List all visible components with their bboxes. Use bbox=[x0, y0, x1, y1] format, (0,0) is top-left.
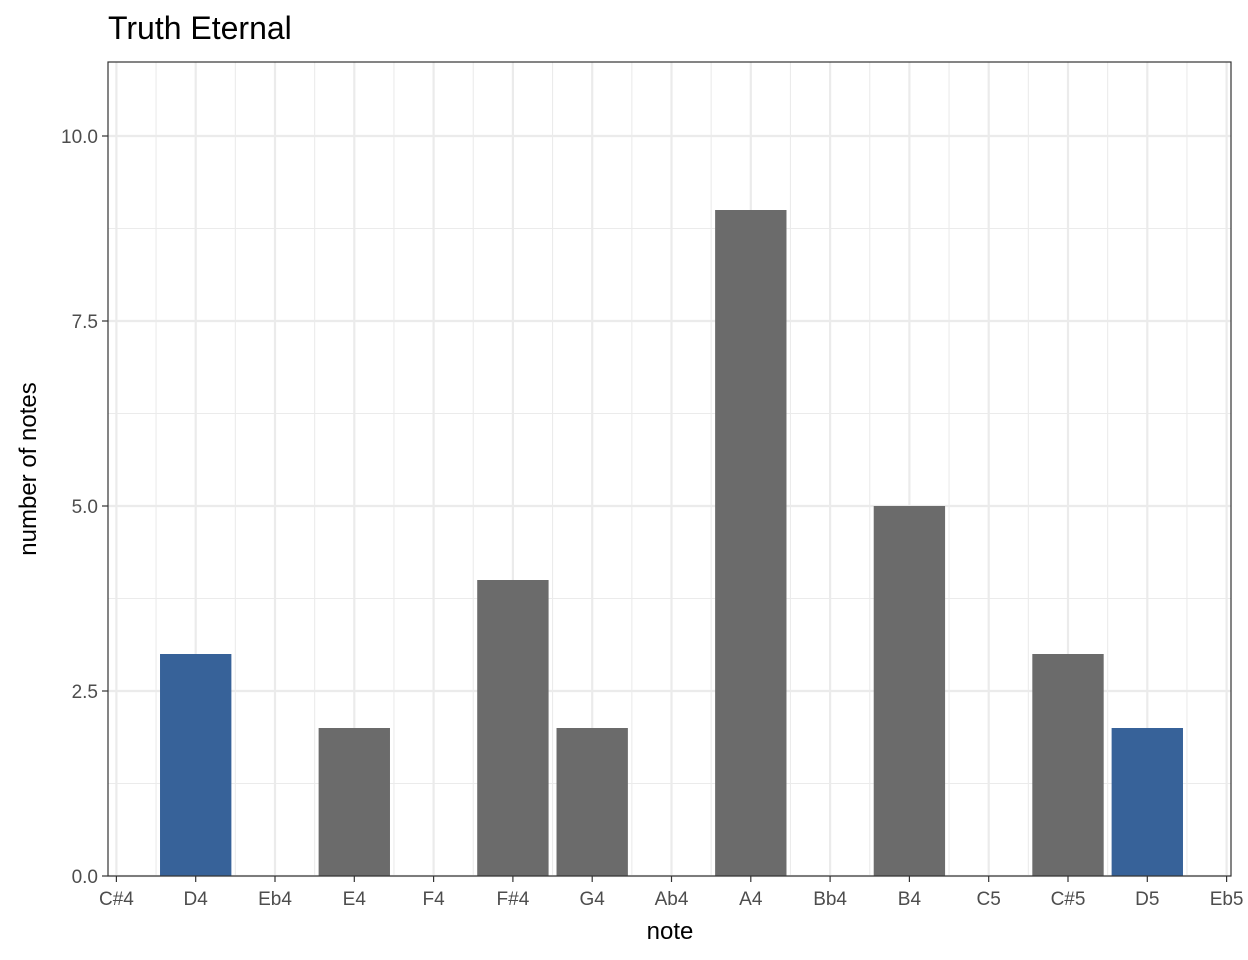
chart-title: Truth Eternal bbox=[108, 10, 292, 46]
x-axis-title: note bbox=[647, 918, 694, 945]
y-axis: 0.0 2.5 5.0 7.5 10.0 bbox=[61, 127, 108, 888]
x-tick-label: F#4 bbox=[497, 889, 530, 910]
x-tick-label: Eb4 bbox=[258, 889, 292, 910]
y-tick-label: 0.0 bbox=[72, 867, 98, 888]
y-axis-title: number of notes bbox=[15, 382, 42, 555]
x-tick-label: A4 bbox=[739, 889, 763, 910]
bar-a4 bbox=[715, 210, 787, 876]
x-tick-label: D5 bbox=[1135, 889, 1159, 910]
bar-g4 bbox=[556, 728, 628, 876]
x-tick-label: G4 bbox=[580, 889, 606, 910]
minor-gridlines bbox=[108, 62, 1231, 876]
x-tick-label: Bb4 bbox=[813, 889, 847, 910]
x-tick-label: D4 bbox=[184, 889, 209, 910]
x-tick-label: C#4 bbox=[99, 889, 134, 910]
x-axis: C#4 D4 Eb4 E4 F4 F#4 G4 Ab4 A4 Bb4 B4 C5 C#5 D5 Eb5 bbox=[99, 876, 1244, 910]
bar-fsharp4 bbox=[477, 580, 549, 876]
y-tick-label: 10.0 bbox=[61, 127, 98, 148]
plot-panel-border bbox=[107, 61, 1232, 877]
y-tick-label: 7.5 bbox=[72, 312, 98, 333]
bar-d5 bbox=[1111, 728, 1183, 876]
bar-d4 bbox=[160, 654, 232, 876]
x-tick-label: Ab4 bbox=[655, 889, 689, 910]
x-tick-label: F4 bbox=[423, 889, 446, 910]
x-tick-label: B4 bbox=[898, 889, 922, 910]
y-tick-label: 5.0 bbox=[72, 497, 98, 518]
bars bbox=[160, 210, 1183, 876]
bar-csharp5 bbox=[1032, 654, 1104, 876]
x-tick-label: Eb5 bbox=[1210, 889, 1244, 910]
x-tick-label: C#5 bbox=[1051, 889, 1086, 910]
bar-e4 bbox=[318, 728, 390, 876]
y-tick-label: 2.5 bbox=[72, 682, 98, 703]
x-tick-label: E4 bbox=[343, 889, 367, 910]
x-tick-label: C5 bbox=[977, 889, 1001, 910]
bar-b4 bbox=[873, 506, 946, 876]
